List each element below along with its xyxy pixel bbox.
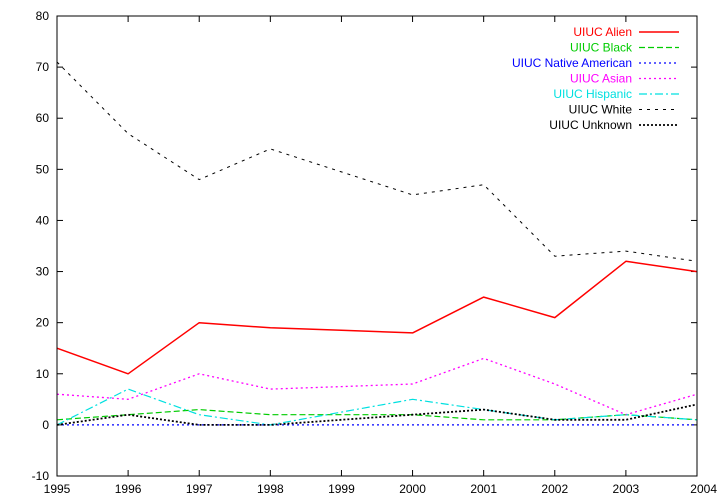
- series-line-uiuc-alien: [56, 260, 698, 375]
- legend-label-uiuc-native-american: UIUC Native American: [512, 56, 632, 70]
- plot-frame: [56, 15, 698, 477]
- y-tick-label: 30: [36, 265, 50, 279]
- series-layer: [56, 61, 698, 426]
- y-tick-label: 40: [36, 213, 50, 227]
- y-tick-label: 60: [36, 111, 50, 125]
- legend-label-uiuc-black: UIUC Black: [570, 41, 633, 55]
- x-tick-label: 1999: [328, 482, 355, 496]
- y-tick-label: -10: [32, 469, 50, 483]
- y-tick-label: 80: [36, 9, 50, 23]
- x-tick-label: 2000: [399, 482, 426, 496]
- x-tick-label: 2004: [690, 482, 717, 496]
- y-tick-label: 10: [36, 367, 50, 381]
- y-tick-label: 0: [42, 418, 49, 432]
- legend-label-uiuc-unknown: UIUC Unknown: [549, 118, 632, 132]
- x-tick-label: 2001: [470, 482, 497, 496]
- x-tick-label: 1998: [257, 482, 284, 496]
- legend-label-uiuc-alien: UIUC Alien: [573, 25, 632, 39]
- legend-label-uiuc-hispanic: UIUC Hispanic: [553, 87, 632, 101]
- series-line-uiuc-hispanic: [56, 388, 698, 426]
- series-line-uiuc-asian: [56, 357, 698, 416]
- x-tick-label: 1995: [44, 482, 71, 496]
- x-tick-label: 2003: [613, 482, 640, 496]
- y-tick-label: 70: [36, 60, 50, 74]
- tick-layer: -10 0 10 20 30 40 50 60 70 80 1995 1996 1997 1998 1999…: [32, 9, 718, 496]
- y-tick-label: 50: [36, 162, 50, 176]
- x-tick-label: 1997: [186, 482, 213, 496]
- y-tick-label: 20: [36, 316, 50, 330]
- legend-label-uiuc-white: UIUC White: [569, 103, 633, 117]
- series-line-uiuc-unknown: [56, 403, 698, 426]
- legend-label-uiuc-asian: UIUC Asian: [570, 72, 632, 86]
- x-tick-label: 2002: [541, 482, 568, 496]
- x-tick-label: 1996: [115, 482, 142, 496]
